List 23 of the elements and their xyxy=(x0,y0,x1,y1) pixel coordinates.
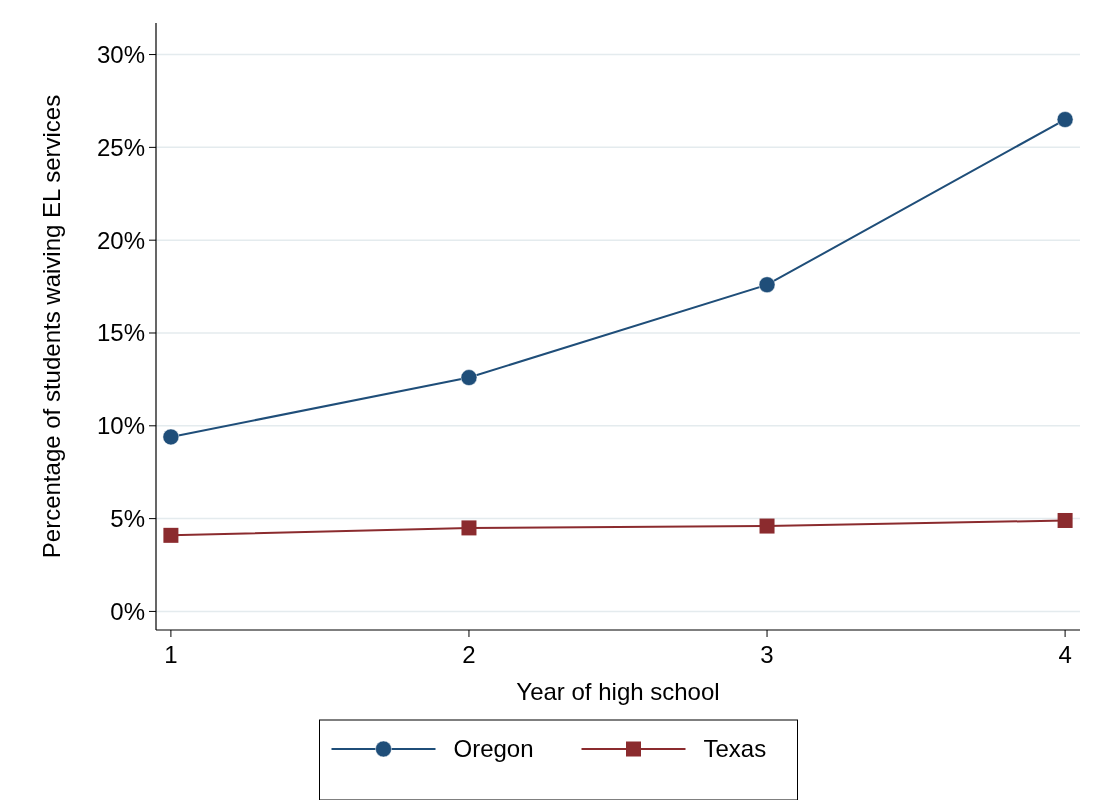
point xyxy=(1057,512,1073,528)
point xyxy=(1056,111,1074,128)
point xyxy=(460,369,478,386)
point xyxy=(163,527,179,543)
point xyxy=(758,276,776,293)
y-tick-label: 0% xyxy=(110,597,145,625)
x-tick-label: 3 xyxy=(760,641,774,668)
y-tick-label: 10% xyxy=(96,412,145,440)
y-tick-label: 5% xyxy=(110,505,145,533)
x-tick-label: 4 xyxy=(1058,641,1072,668)
legend-label: Oregon xyxy=(453,735,534,763)
y-tick-label: 20% xyxy=(96,226,145,254)
x-tick-label: 2 xyxy=(462,641,476,668)
x-tick-label: 1 xyxy=(164,641,178,668)
x-axis-title: Year of high school xyxy=(516,678,720,705)
legend-label: Texas xyxy=(703,735,767,763)
y-tick-label: 25% xyxy=(96,133,145,161)
point xyxy=(162,428,180,446)
point xyxy=(461,520,477,536)
y-axis-title: Percentage of students waiving EL services xyxy=(38,94,65,559)
y-tick-label: 15% xyxy=(96,319,145,347)
y-tick-label: 30% xyxy=(96,40,145,68)
point xyxy=(759,518,775,534)
